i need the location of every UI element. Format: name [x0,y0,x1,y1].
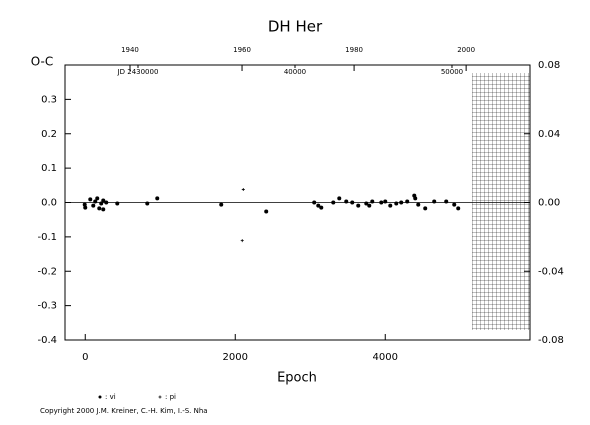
point [104,200,109,205]
x-tick-label: 0 [82,352,88,363]
point [356,203,361,208]
x-tick-label: 2000 [223,352,248,363]
jd-tick-label: 40000 [284,68,306,76]
point [93,199,98,204]
legend-marker [158,395,162,399]
year-tick-label: 1980 [345,46,363,54]
point [394,201,399,206]
point [370,199,375,204]
point [388,203,393,208]
point [219,202,224,207]
y2-tick-label: -0.08 [538,335,564,346]
jd-tick-label: JD 2430000 [117,68,159,76]
y2-tick-label: -0.04 [538,266,564,277]
y2-tick-label: 0.08 [538,60,560,71]
legend-label: : pi [165,393,176,401]
point [82,202,87,207]
y-tick-label: 0.2 [41,129,57,140]
jd-tick-label: 50000 [441,68,463,76]
legend-label: : vi [105,393,116,401]
point [91,203,96,208]
point [99,201,104,206]
year-tick-label: 2000 [457,46,475,54]
point [444,199,449,204]
point [88,197,93,202]
point [350,200,355,205]
y-tick-label: -0.2 [37,266,57,277]
y-tick-label: 0.1 [41,163,57,174]
point [364,201,369,206]
point [316,203,321,208]
point [264,209,269,214]
point [456,206,461,211]
point [312,200,317,205]
y-tick-label: 0.3 [41,94,57,105]
y-tick-label: 0.0 [41,198,57,209]
y2-tick-label: 0.00 [538,198,560,209]
point [97,206,102,211]
point [383,199,388,204]
year-tick-label: 1960 [233,46,251,54]
point [331,200,336,205]
point [241,187,245,191]
point [423,206,428,211]
legend-marker [98,395,102,399]
copyright: Copyright 2000 J.M. Kreiner, C.-H. Kim, … [40,407,208,415]
point [83,205,88,210]
point [319,205,324,210]
point [379,200,384,205]
point [145,201,150,206]
y-tick-label: -0.3 [37,301,57,312]
point [115,201,120,206]
point [416,202,421,207]
y-tick-label: -0.4 [37,335,57,346]
year-tick-label: 1940 [121,46,139,54]
point [405,199,410,204]
point [240,239,244,243]
chart-title: DH Her [268,18,323,36]
y-tick-label: -0.1 [37,232,57,243]
x-axis-label: Epoch [277,371,317,386]
point [155,196,160,201]
point [101,198,106,203]
y-axis-label: O-C [31,55,54,69]
y2-tick-label: 0.04 [538,129,560,140]
point [344,199,349,204]
point [432,199,437,204]
point [337,196,342,201]
point [101,207,106,212]
point [413,196,418,201]
x-tick-label: 4000 [373,352,398,363]
hatched-region [472,73,530,330]
point [367,203,372,208]
point [452,202,457,207]
point [399,200,404,205]
point [95,196,100,201]
